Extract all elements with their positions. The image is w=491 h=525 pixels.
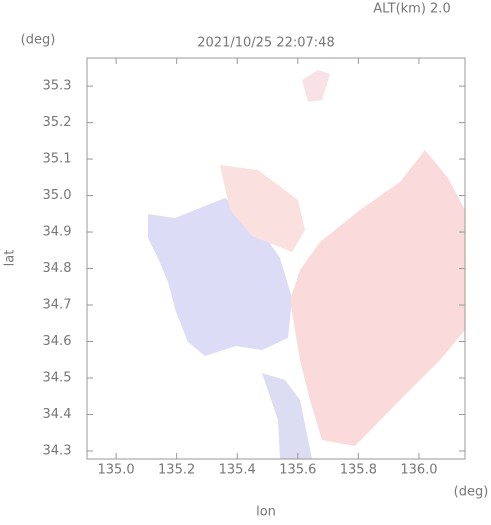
- x-tick-label: 135.6: [279, 463, 316, 478]
- y-tick-label: 34.4: [43, 407, 72, 422]
- receding-echo: [290, 150, 465, 446]
- altitude-label: ALT(km) 2.0: [373, 2, 450, 17]
- x-tick-label: 135.0: [97, 463, 134, 478]
- y-tick-label: 35.1: [43, 152, 72, 167]
- receding-echo: [220, 165, 305, 252]
- y-tick-label: 34.8: [43, 261, 72, 276]
- y-unit: (deg): [21, 33, 56, 48]
- y-tick-label: 34.6: [43, 334, 72, 349]
- y-tick-label: 35.2: [43, 115, 72, 130]
- x-unit: (deg): [454, 485, 489, 500]
- chart-title: 2021/10/25 22:07:48: [197, 36, 334, 51]
- y-tick-label: 35.0: [43, 188, 72, 203]
- x-tick-label: 135.8: [340, 463, 377, 478]
- y-tick-label: 34.9: [43, 225, 72, 240]
- approaching-echo: [262, 373, 312, 459]
- y-tick-label: 34.5: [43, 370, 72, 385]
- plot-frame: [86, 57, 466, 460]
- x-tick-label: 135.2: [158, 463, 195, 478]
- y-tick-label: 34.3: [43, 443, 72, 458]
- receding-echo: [302, 70, 330, 102]
- y-tick-label: 35.3: [43, 79, 72, 94]
- x-tick-label: 135.4: [219, 463, 256, 478]
- echo-field: [148, 70, 465, 459]
- x-tick-label: 136.0: [400, 463, 437, 478]
- y-axis-label: lat: [3, 250, 18, 267]
- y-tick-label: 34.7: [43, 298, 72, 313]
- x-axis-label: lon: [256, 505, 276, 520]
